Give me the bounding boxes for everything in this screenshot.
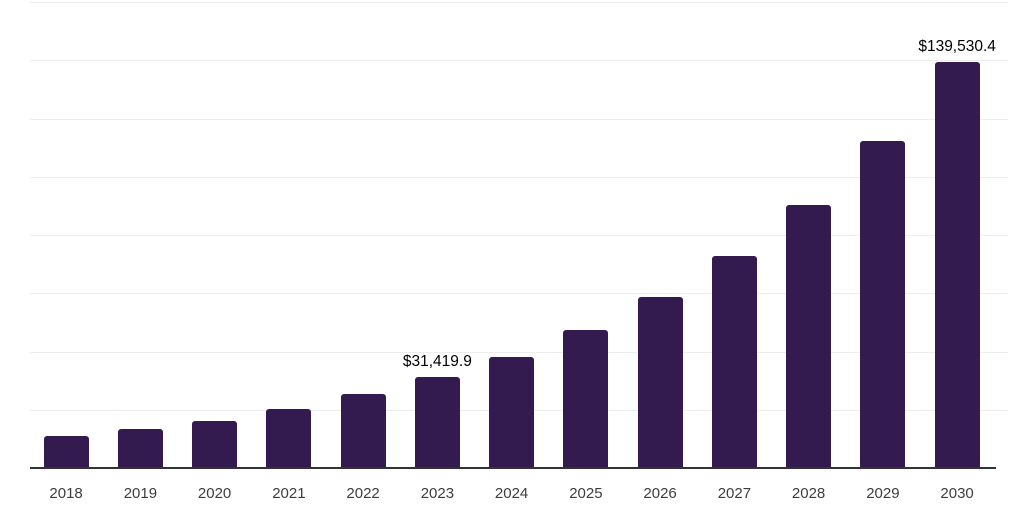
bar-2018 <box>43 435 89 468</box>
x-tick-label-2026: 2026 <box>643 485 677 502</box>
x-tick-label-2021: 2021 <box>272 485 306 502</box>
bar-2025 <box>563 329 609 468</box>
x-tick-label-2018: 2018 <box>49 485 83 502</box>
bar-2030 <box>934 61 980 468</box>
bar-2021 <box>266 408 312 468</box>
x-tick-label-2022: 2022 <box>346 485 380 502</box>
gridline <box>30 235 1008 236</box>
x-tick-label-2025: 2025 <box>569 485 603 502</box>
x-tick-label-2030: 2030 <box>940 485 974 502</box>
x-tick-label-2028: 2028 <box>791 485 826 502</box>
gridline <box>30 60 1008 62</box>
bar-2026 <box>637 296 683 468</box>
bar-2023 <box>414 376 460 468</box>
bar-2022 <box>340 394 386 468</box>
x-tick-label-2024: 2024 <box>494 485 529 502</box>
bar-2027 <box>711 255 757 468</box>
x-axis-line <box>30 467 996 469</box>
bar-2028 <box>786 205 832 468</box>
bar-2029 <box>860 141 906 468</box>
x-tick-label-2027: 2027 <box>717 485 752 502</box>
bar-2020 <box>192 420 238 468</box>
x-tick-label-2020: 2020 <box>197 485 232 502</box>
x-tick-label-2019: 2019 <box>123 485 158 502</box>
gridline <box>30 293 1008 295</box>
x-tick-label-2029: 2029 <box>866 485 900 502</box>
bar-2024 <box>489 356 535 468</box>
x-tick-label-2023: 2023 <box>420 485 455 502</box>
bar-2019 <box>117 428 163 468</box>
data-label-2023: $31,419.9 <box>402 352 472 370</box>
gridline <box>30 2 1008 3</box>
data-label-2030: $139,530.4 <box>918 37 996 55</box>
gridline <box>30 351 1008 353</box>
gridline <box>30 118 1008 120</box>
gridline <box>30 176 1008 178</box>
